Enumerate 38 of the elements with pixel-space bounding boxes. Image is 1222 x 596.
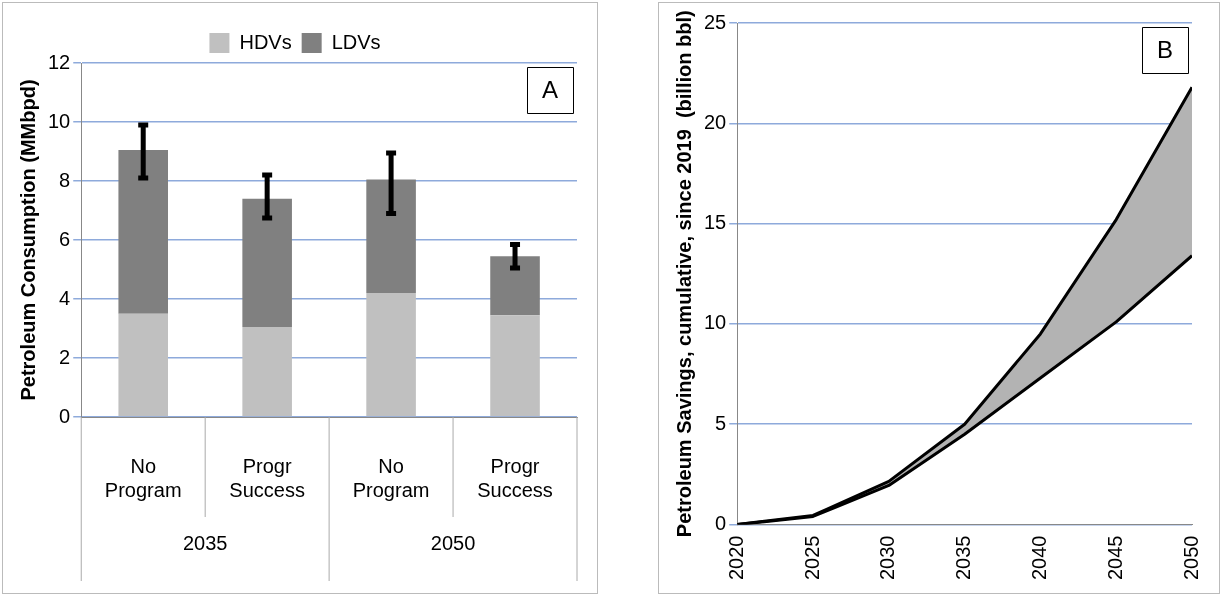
- y-tick-label: 25: [704, 10, 727, 33]
- y-tick-label: 0: [59, 404, 71, 427]
- y-tick-label: 5: [715, 411, 727, 434]
- x-tick-label: 2035: [952, 535, 975, 581]
- bar: [242, 327, 292, 417]
- legend-label: LDVs: [331, 30, 381, 53]
- y-tick-label: 0: [715, 512, 727, 535]
- y-tick-label: 10: [704, 311, 727, 334]
- y-axis-title: Petroleum Savings, cumulative, since 2019 (billion bbl): [672, 10, 695, 538]
- bar: [366, 179, 416, 294]
- bar: [118, 313, 168, 417]
- bar: [490, 315, 540, 417]
- y-tick-label: 4: [59, 286, 71, 309]
- x-tick-label: Progr Success: [229, 454, 305, 501]
- x-tick-label: No Program: [104, 454, 182, 501]
- x-tick-label: Progr Success: [477, 454, 553, 501]
- x-tick-label: 2040: [1027, 535, 1050, 581]
- bar: [242, 198, 292, 328]
- y-tick-label: 20: [704, 110, 727, 133]
- y-tick-label: 2: [59, 345, 71, 368]
- x-tick-label: No Program: [352, 454, 430, 501]
- x-tick-label: 2020: [724, 535, 747, 581]
- y-axis-title: Petroleum Consumption (MMbpd): [16, 79, 39, 401]
- y-tick-label: 15: [704, 211, 727, 234]
- y-tick-label: 10: [48, 109, 71, 132]
- bar: [366, 293, 416, 417]
- y-tick-label: 6: [59, 227, 71, 250]
- annotation: B: [1156, 35, 1174, 63]
- bar: [490, 256, 540, 316]
- annotation: A: [541, 75, 559, 103]
- x-tick-label: 2050: [1179, 535, 1202, 581]
- y-tick-label: 8: [59, 168, 71, 191]
- x-tick-label: 2045: [1103, 535, 1126, 581]
- bar: [118, 150, 168, 314]
- x-tick-label: 2030: [876, 535, 899, 581]
- legend-label: HDVs: [239, 30, 292, 53]
- y-tick-label: 12: [48, 50, 71, 73]
- x-tick-label: 2025: [800, 535, 823, 581]
